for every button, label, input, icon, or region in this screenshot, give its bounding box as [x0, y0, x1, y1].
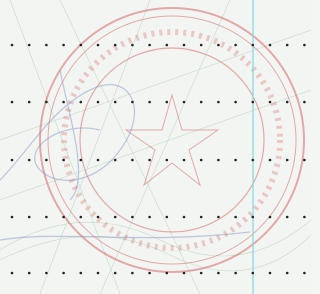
dot — [131, 44, 134, 47]
dot — [252, 44, 255, 47]
dot — [252, 101, 255, 104]
dot — [234, 44, 237, 47]
dot — [131, 159, 134, 162]
dot — [252, 216, 255, 219]
dot — [217, 216, 220, 219]
dot — [269, 216, 272, 219]
dot — [114, 272, 117, 275]
dot — [166, 159, 169, 162]
dot — [97, 44, 100, 47]
dot — [148, 101, 151, 104]
dot — [62, 44, 65, 47]
dot — [269, 101, 272, 104]
dot — [252, 159, 255, 162]
dot — [303, 216, 306, 219]
dot — [62, 101, 65, 104]
dot — [28, 159, 31, 162]
dot — [303, 101, 306, 104]
dot — [97, 216, 100, 219]
dot — [200, 44, 203, 47]
dot — [183, 44, 186, 47]
dot — [303, 44, 306, 47]
dot — [166, 44, 169, 47]
dot — [80, 272, 83, 275]
dot — [45, 272, 48, 275]
dot — [148, 272, 151, 275]
dot — [62, 272, 65, 275]
page: (() => { const g = document.getElementBy… — [0, 0, 311, 294]
dot — [303, 272, 306, 275]
dot — [97, 159, 100, 162]
dot — [200, 272, 203, 275]
dot — [80, 44, 83, 47]
dot — [269, 272, 272, 275]
dot — [217, 101, 220, 104]
dot — [234, 101, 237, 104]
dot — [286, 216, 289, 219]
dot — [80, 216, 83, 219]
dot — [28, 272, 31, 275]
dot — [252, 272, 255, 275]
dot — [131, 272, 134, 275]
dot — [114, 159, 117, 162]
dot — [45, 44, 48, 47]
dot — [183, 216, 186, 219]
dot — [217, 272, 220, 275]
dot — [183, 159, 186, 162]
dot — [97, 101, 100, 104]
dot — [45, 216, 48, 219]
dot — [183, 272, 186, 275]
dot — [166, 216, 169, 219]
dot — [131, 101, 134, 104]
dot — [234, 159, 237, 162]
dot — [114, 101, 117, 104]
dot — [303, 159, 306, 162]
dot — [286, 272, 289, 275]
dot — [114, 216, 117, 219]
dot — [62, 159, 65, 162]
dot — [11, 101, 14, 104]
dot — [286, 101, 289, 104]
dot — [183, 101, 186, 104]
dot — [234, 272, 237, 275]
dot — [200, 101, 203, 104]
dot — [217, 159, 220, 162]
dot — [148, 159, 151, 162]
dot — [166, 101, 169, 104]
dot — [11, 159, 14, 162]
dot — [217, 44, 220, 47]
dot — [269, 44, 272, 47]
dot — [80, 159, 83, 162]
dot — [11, 216, 14, 219]
dot — [80, 101, 83, 104]
dot — [28, 101, 31, 104]
dot — [286, 159, 289, 162]
dot — [200, 216, 203, 219]
dot — [269, 159, 272, 162]
dot — [28, 44, 31, 47]
dot — [234, 216, 237, 219]
dot — [131, 216, 134, 219]
dot — [148, 44, 151, 47]
dot — [45, 159, 48, 162]
dot — [286, 44, 289, 47]
dot — [148, 216, 151, 219]
dot — [97, 272, 100, 275]
dot — [114, 44, 117, 47]
dot — [200, 159, 203, 162]
dot — [62, 216, 65, 219]
dot — [11, 272, 14, 275]
dot — [11, 44, 14, 47]
stamped-paper — [0, 0, 311, 294]
dot — [166, 272, 169, 275]
dot — [45, 101, 48, 104]
dot — [28, 216, 31, 219]
